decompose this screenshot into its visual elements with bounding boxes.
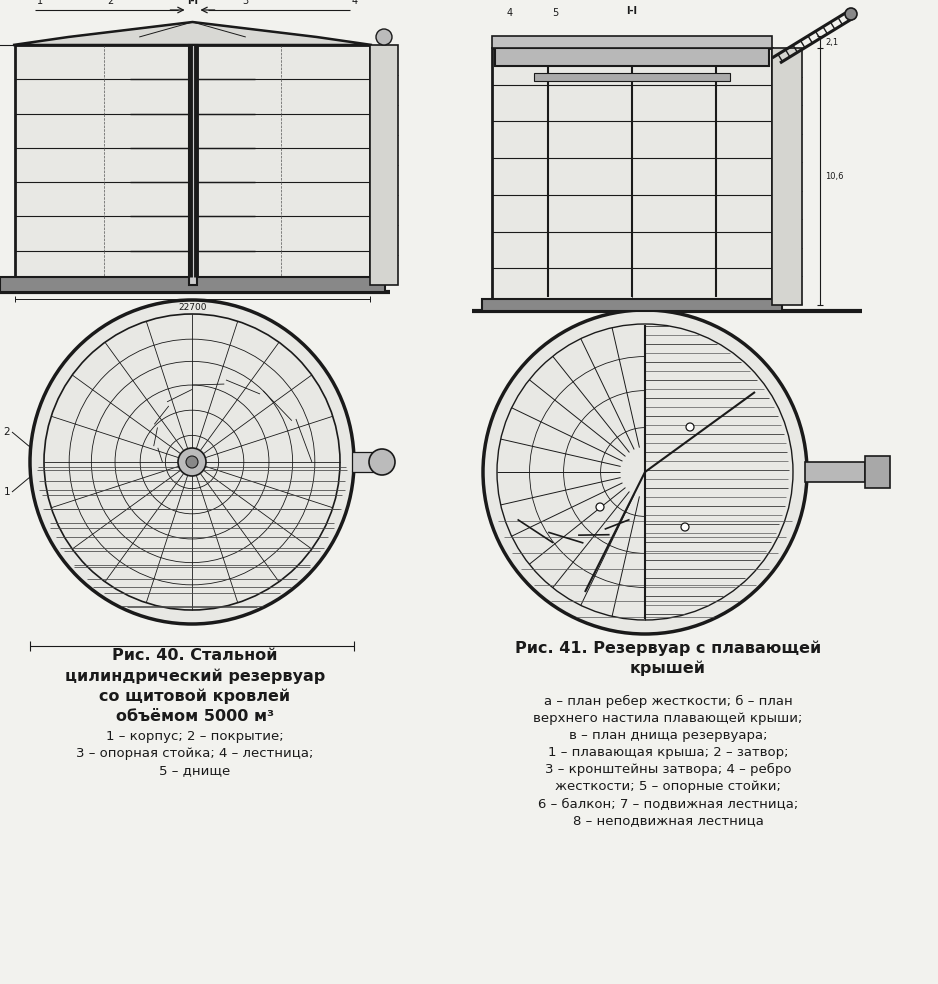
Text: 2,1: 2,1	[825, 37, 839, 46]
Polygon shape	[13, 22, 372, 45]
Text: Рис. 40. Стальной
цилиндрический резервуар
со щитовой кровлей
объёмом 5000 м³: Рис. 40. Стальной цилиндрический резерву…	[65, 648, 325, 724]
Bar	[492, 36, 772, 48]
Bar	[482, 299, 782, 311]
Text: 10,6: 10,6	[825, 172, 843, 181]
Text: 4: 4	[507, 8, 513, 18]
Circle shape	[845, 8, 857, 20]
Bar	[495, 48, 769, 66]
Text: 22700: 22700	[178, 303, 206, 312]
Circle shape	[686, 423, 694, 431]
Bar	[772, 48, 802, 305]
Circle shape	[483, 310, 807, 634]
Text: а – план ребер жесткости; б – план
верхнего настила плавающей крыши;
в – план дн: а – план ребер жесткости; б – план верхн…	[534, 695, 803, 828]
Text: 2: 2	[4, 427, 10, 437]
Text: 1: 1	[4, 487, 10, 497]
Circle shape	[596, 503, 604, 511]
Text: 1: 1	[37, 0, 43, 6]
Circle shape	[369, 449, 395, 475]
Text: 3: 3	[243, 0, 249, 6]
Bar	[492, 48, 772, 305]
Text: I-I: I-I	[627, 6, 638, 16]
Bar	[805, 462, 865, 482]
Circle shape	[186, 456, 198, 468]
Text: 5: 5	[552, 8, 558, 18]
Bar	[865, 456, 890, 488]
Bar	[370, 45, 398, 285]
Text: Рис. 41. Резервуар с плавающей
крышей: Рис. 41. Резервуар с плавающей крышей	[515, 640, 821, 676]
Circle shape	[178, 448, 206, 476]
Bar	[352, 452, 380, 472]
Text: 4: 4	[352, 0, 358, 6]
Bar	[534, 73, 730, 81]
Bar	[189, 45, 196, 285]
Circle shape	[376, 29, 392, 45]
Circle shape	[30, 300, 354, 624]
Bar	[0, 277, 385, 292]
Text: 1 – корпус; 2 – покрытие;
3 – опорная стойка; 4 – лестница;
5 – днище: 1 – корпус; 2 – покрытие; 3 – опорная ст…	[76, 730, 313, 777]
Circle shape	[681, 523, 689, 531]
Text: 2: 2	[107, 0, 113, 6]
Text: I-I: I-I	[187, 0, 198, 6]
Bar	[15, 45, 370, 285]
